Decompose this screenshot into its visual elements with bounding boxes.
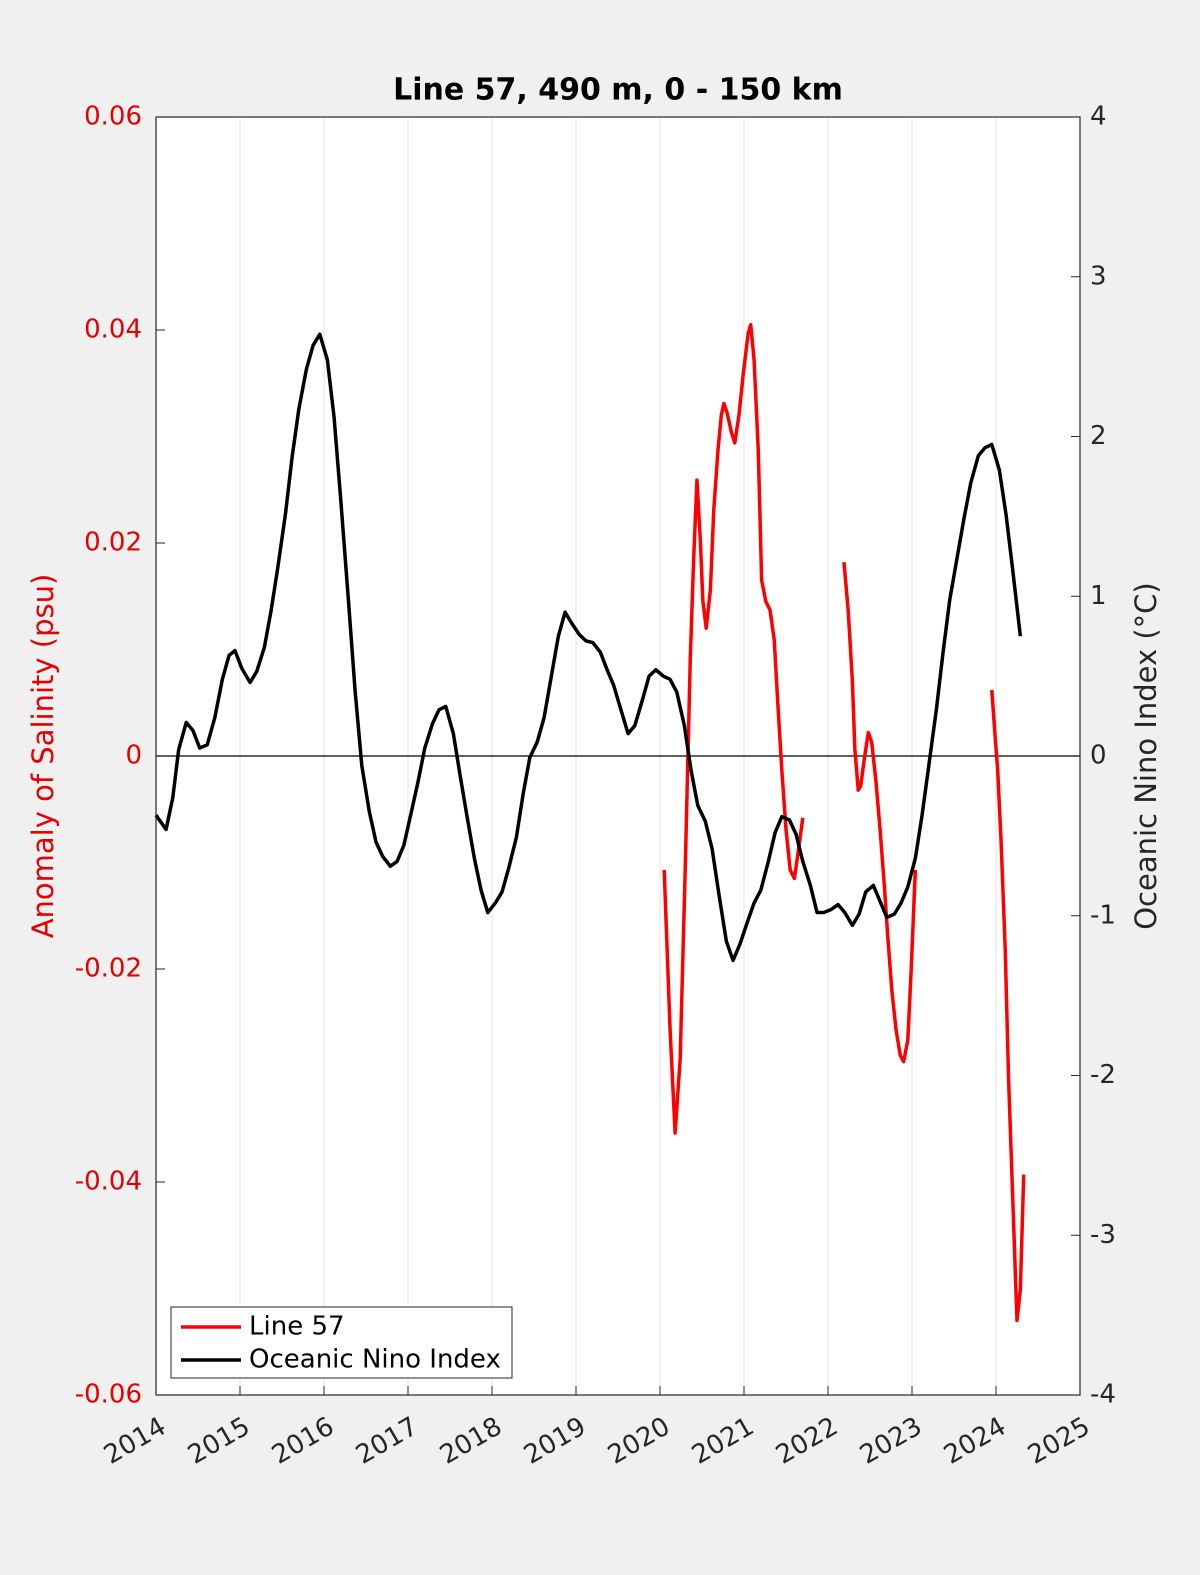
y-tick-label: 0.04 — [84, 315, 142, 345]
y-tick-label: -0.02 — [75, 954, 142, 984]
y2-tick-label: 4 — [1090, 102, 1107, 132]
y2-tick-label: -3 — [1090, 1220, 1116, 1250]
y2-axis-label: Oceanic Nino Index (°C) — [1129, 582, 1163, 930]
y-axis-label: Anomaly of Salinity (psu) — [26, 574, 60, 939]
y-tick-label: -0.04 — [75, 1167, 142, 1197]
series-line — [842, 562, 918, 1064]
y-tick-label: 0.02 — [84, 528, 142, 558]
y2-tick-label: -4 — [1090, 1380, 1116, 1410]
y2-tick-label: 2 — [1090, 421, 1107, 451]
y2-tick-label: 1 — [1090, 581, 1107, 611]
series-line — [990, 689, 1026, 1323]
legend-label: Line 57 — [249, 1312, 345, 1342]
y2-tick-label: -2 — [1090, 1060, 1116, 1090]
series-line — [154, 332, 1023, 963]
series-line — [662, 322, 805, 1135]
y2-tick-label: 3 — [1090, 261, 1107, 291]
legend-label: Oceanic Nino Index — [249, 1345, 501, 1375]
y-tick-label: 0 — [125, 741, 142, 771]
plot-frame — [155, 116, 1081, 1396]
chart-title: Line 57, 490 m, 0 - 150 km — [393, 73, 843, 108]
y2-tick-label: 0 — [1090, 741, 1107, 771]
y-tick-label: -0.06 — [75, 1380, 142, 1410]
y-tick-label: 0.06 — [84, 102, 142, 132]
y2-tick-label: -1 — [1090, 900, 1116, 930]
legend-box — [170, 1306, 513, 1379]
